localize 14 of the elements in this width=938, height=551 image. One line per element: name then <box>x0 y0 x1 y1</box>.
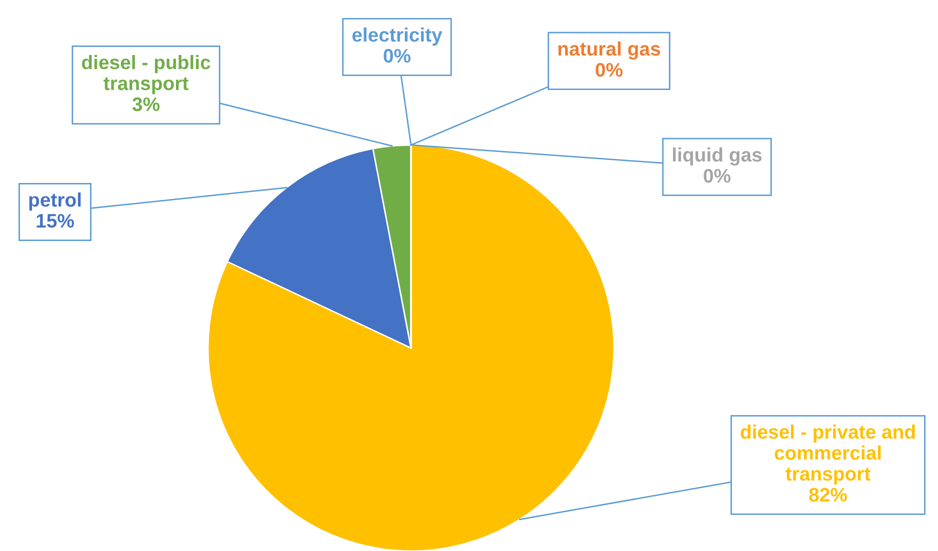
pie-slice <box>226 148 412 349</box>
text: 0% <box>384 48 411 63</box>
slice-label: diesel - private and commercial transport <box>740 424 915 485</box>
text: 0% <box>596 62 623 77</box>
data-label: 3% <box>132 97 160 112</box>
category-label: natural gas <box>558 41 660 60</box>
slice-label: diesel - public transport <box>82 54 210 94</box>
data-label: 15% <box>36 214 74 228</box>
text: 0% <box>704 168 731 183</box>
category-label: liquid gas <box>672 147 762 166</box>
pie-slice <box>207 144 615 551</box>
category-label: electricity <box>352 27 442 46</box>
slice-label: petrol <box>29 192 81 211</box>
data-label: 82% <box>809 488 847 502</box>
